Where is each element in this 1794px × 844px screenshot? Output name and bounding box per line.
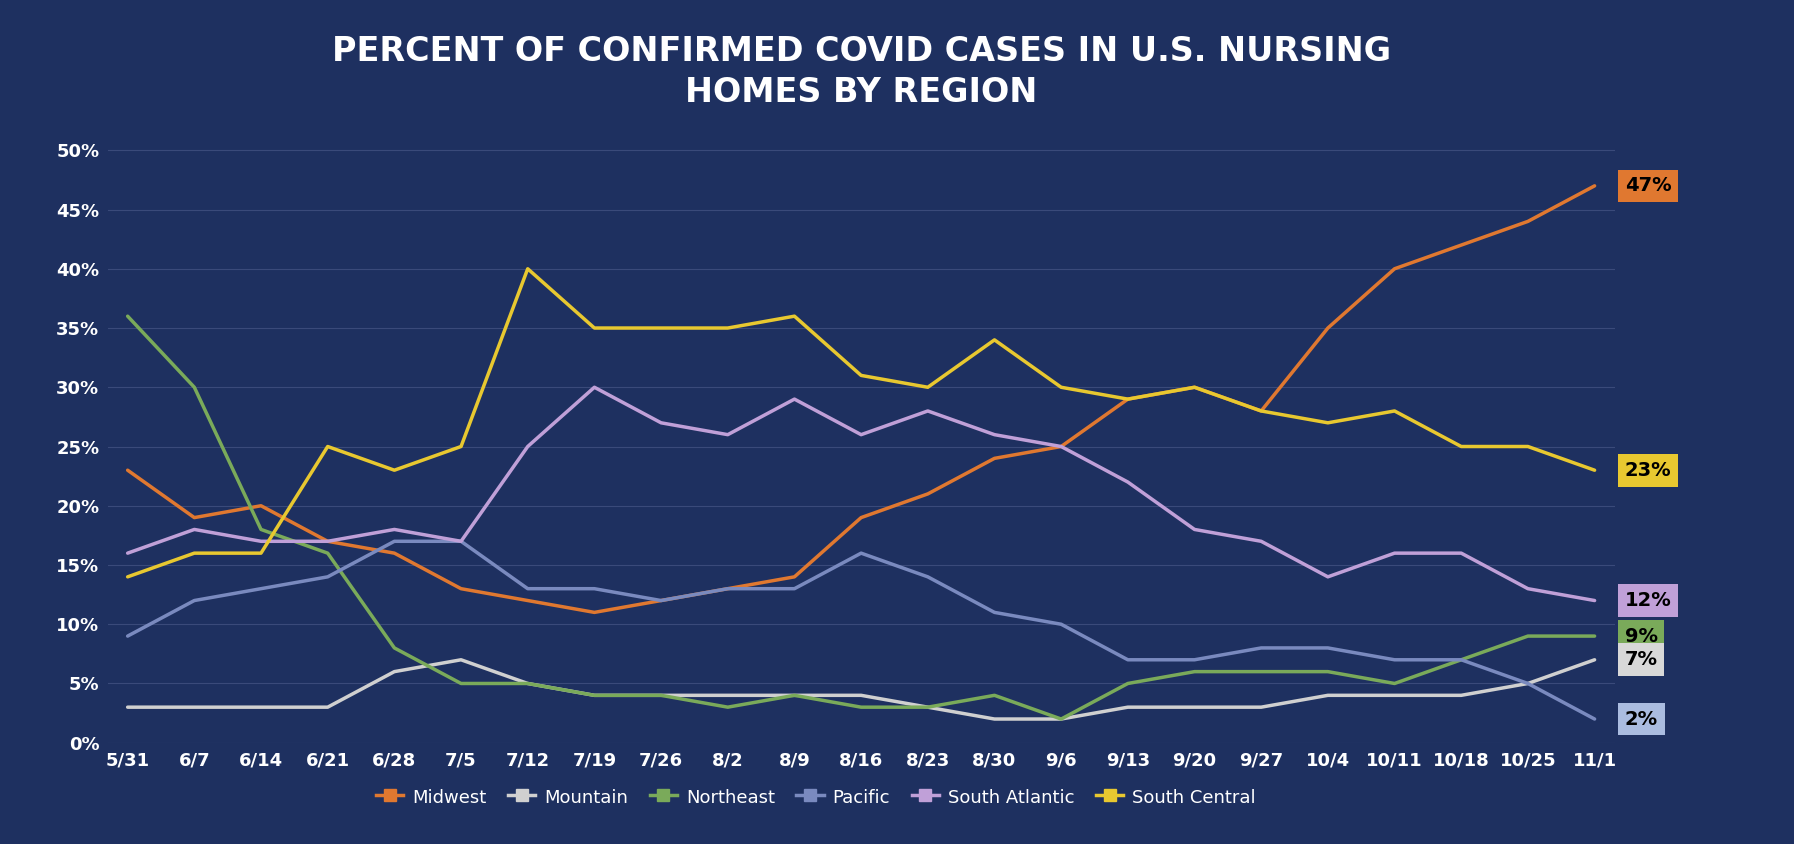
Text: 12%: 12% xyxy=(1625,591,1672,610)
Text: 9%: 9% xyxy=(1625,626,1658,646)
Title: PERCENT OF CONFIRMED COVID CASES IN U.S. NURSING
HOMES BY REGION: PERCENT OF CONFIRMED COVID CASES IN U.S.… xyxy=(332,35,1390,109)
Legend: Midwest, Mountain, Northeast, Pacific, South Atlantic, South Central: Midwest, Mountain, Northeast, Pacific, S… xyxy=(370,781,1263,814)
Text: 23%: 23% xyxy=(1625,461,1672,479)
Text: 7%: 7% xyxy=(1625,650,1658,669)
Text: 2%: 2% xyxy=(1625,710,1658,728)
Text: 47%: 47% xyxy=(1625,176,1672,195)
